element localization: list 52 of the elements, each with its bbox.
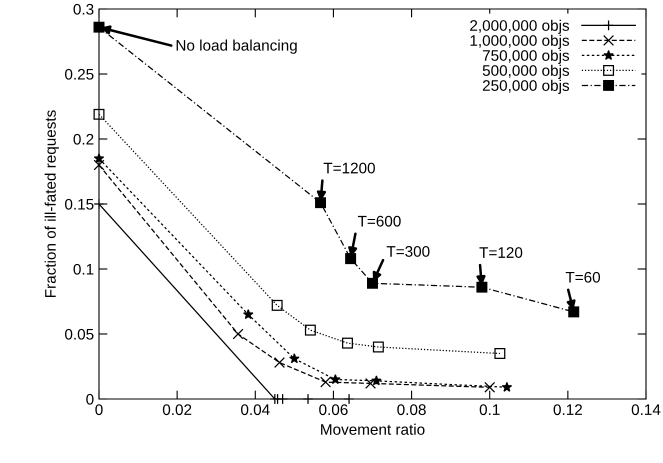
point (94, 108, 104, 120)
legend-label: 1,000,000 objs (470, 34, 570, 49)
point (502, 382, 512, 392)
legend-label: 500,000 objs (482, 64, 570, 79)
annotation: T=60 (566, 272, 600, 283)
y-tick-label: 0.3 (74, 4, 94, 15)
y-tick-label: 0.05 (65, 328, 94, 340)
point (94, 22, 104, 33)
x-tick-label: 0.04 (241, 404, 270, 416)
point (232, 328, 244, 340)
annotation: T=120 (479, 247, 522, 258)
y-tick-label: 0.15 (65, 198, 94, 210)
x-tick-label: 0.14 (632, 404, 660, 416)
x-tick-label: 0.1 (480, 404, 500, 416)
point (330, 374, 341, 384)
x-axis-title: Movement ratio (321, 424, 425, 435)
point (494, 348, 506, 359)
point (304, 324, 316, 336)
x-tick-label: 0 (95, 404, 103, 416)
legend-label: 750,000 objs (482, 50, 570, 64)
point (320, 376, 332, 388)
x-tick-label: 0.12 (554, 404, 582, 416)
y-tick-label: 0.25 (65, 68, 94, 80)
legend-label: 2,000,000 objs (470, 20, 570, 34)
point (94, 153, 104, 164)
y-tick-label: 0 (86, 394, 94, 405)
annotation: T=1200 (324, 162, 375, 174)
x-tick-label: 0.02 (162, 404, 192, 416)
annotation: T=600 (358, 216, 401, 227)
point (315, 197, 326, 208)
point (371, 375, 382, 386)
point (243, 309, 254, 320)
point (272, 300, 283, 311)
x-tick-label: 0.06 (319, 404, 348, 416)
y-tick-label: 0.1 (74, 264, 94, 275)
point (342, 338, 353, 349)
point (367, 278, 378, 289)
y-tick-label: 0.2 (74, 134, 94, 145)
point (372, 342, 384, 352)
point (274, 357, 285, 368)
point (365, 378, 376, 389)
point (476, 282, 488, 293)
legend-label: 250,000 objs (482, 80, 570, 94)
annotation: T=300 (386, 246, 430, 257)
point (484, 382, 496, 393)
point (345, 253, 356, 264)
annotation: No load balancing (176, 40, 297, 54)
point (289, 353, 300, 364)
point (568, 306, 580, 318)
point (94, 160, 104, 170)
y-axis-title: Fraction of ill-fated requests (44, 110, 59, 297)
x-tick-label: 0.08 (397, 404, 426, 416)
